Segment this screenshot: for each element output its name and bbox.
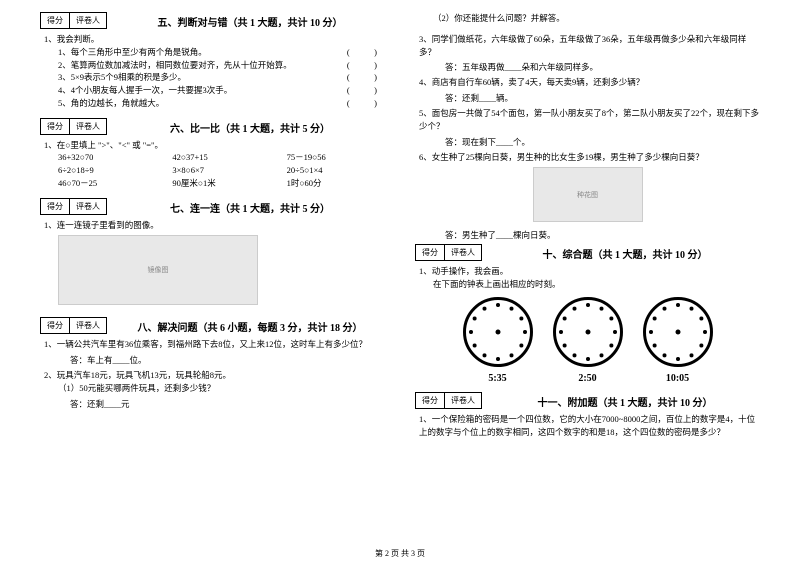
section-5-title: 五、判断对与错（共 1 大题，共计 10 分） [115, 14, 385, 29]
compare-cell: 1时○60分 [287, 177, 385, 190]
section-10: 得分 评卷人 十、综合题（共 1 大题，共计 10 分） 1、动手操作，我会画。… [415, 244, 760, 384]
clock-time-1: 5:35 [463, 373, 533, 384]
paren: ( ) [347, 59, 385, 72]
page-footer: 第 2 页 共 3 页 [0, 548, 800, 559]
section-11: 得分 评卷人 十一、附加题（共 1 大题，共计 10 分） 1、一个保险箱的密码… [415, 392, 760, 439]
score-label: 得分 [41, 119, 70, 134]
reviewer-label: 评卷人 [70, 13, 106, 28]
score-label: 得分 [416, 245, 445, 260]
section-6-title: 六、比一比（共 1 大题，共计 5 分） [115, 120, 385, 135]
mirror-image-placeholder: 镜像图 [58, 235, 258, 305]
compare-cell: 75－19○56 [287, 151, 385, 164]
compare-cell: 36+32○70 [58, 151, 156, 164]
sec5-item-text: 4、4个小朋友每人握手一次，一共要握3次手。 [58, 84, 232, 97]
sec5-item-3: 3、5×9表示5个9相乘的积是多少。 ( ) [58, 71, 385, 84]
reviewer-label: 评卷人 [70, 119, 106, 134]
section-8: 得分 评卷人 八、解决问题（共 6 小题，每题 3 分，共计 18 分） 1、一… [40, 317, 385, 412]
sec8-a4: 答：还剩____辆。 [445, 92, 760, 104]
compare-row-3: 46○70－25 90厘米○1米 1时○60分 [58, 177, 385, 190]
section-10-title: 十、综合题（共 1 大题，共计 10 分） [490, 246, 760, 261]
section-7-title: 七、连一连（共 1 大题，共计 5 分） [115, 200, 385, 215]
sec5-item-text: 5、角的边越长，角就越大。 [58, 97, 164, 110]
clock-2 [553, 297, 623, 367]
reviewer-label: 评卷人 [445, 393, 481, 408]
sec5-item-text: 2、笔算两位数加减法时，相同数位要对齐，先从十位开始算。 [58, 59, 292, 72]
compare-row-1: 36+32○70 42○37+15 75－19○56 [58, 151, 385, 164]
section-8-title: 八、解决问题（共 6 小题，每题 3 分，共计 18 分） [115, 319, 385, 334]
sec10-intro: 1、动手操作，我会画。 [419, 265, 760, 278]
paren: ( ) [347, 84, 385, 97]
paren: ( ) [347, 46, 385, 59]
score-label: 得分 [41, 199, 70, 214]
planting-image-placeholder: 种花图 [533, 167, 643, 222]
left-column: 得分 评卷人 五、判断对与错（共 1 大题，共计 10 分） 1、我会判断。 1… [40, 12, 385, 532]
compare-cell: 42○37+15 [172, 151, 270, 164]
right-column: （2）你还能提什么问题？并解答。 3、同学们做纸花，六年级做了60朵，五年级做了… [415, 12, 760, 532]
score-box: 得分 评卷人 [40, 118, 107, 135]
clock-1 [463, 297, 533, 367]
clocks-row [415, 297, 760, 367]
sec6-intro: 1、在○里填上 ">"、"<" 或 "="。 [44, 139, 385, 152]
score-box: 得分 评卷人 [40, 317, 107, 334]
reviewer-label: 评卷人 [70, 199, 106, 214]
section-7: 得分 评卷人 七、连一连（共 1 大题，共计 5 分） 1、连一连镜子里看到的图… [40, 198, 385, 310]
section-11-title: 十一、附加题（共 1 大题，共计 10 分） [490, 394, 760, 409]
sec8-q4: 4、商店有自行车60辆，卖了4天，每天卖9辆，还剩多少辆？ [419, 76, 760, 89]
sec5-item-2: 2、笔算两位数加减法时，相同数位要对齐，先从十位开始算。 ( ) [58, 59, 385, 72]
sec8-q3: 3、同学们做纸花，六年级做了60朵，五年级做了36朵，五年级再做多少朵和六年级同… [419, 33, 760, 59]
score-label: 得分 [416, 393, 445, 408]
sec10-sub: 在下面的钟表上画出相应的时刻。 [433, 278, 760, 291]
sec8-a6: 答：男生种了____棵向日葵。 [445, 229, 760, 241]
paren: ( ) [347, 71, 385, 84]
reviewer-label: 评卷人 [70, 318, 106, 333]
sec8-a2: 答：还剩____元 [70, 398, 385, 410]
reviewer-label: 评卷人 [445, 245, 481, 260]
sec5-item-text: 3、5×9表示5个9相乘的积是多少。 [58, 71, 186, 84]
sec5-item-text: 1、每个三角形中至少有两个角是锐角。 [58, 46, 207, 59]
compare-cell: 3×8○6×7 [172, 164, 270, 177]
score-label: 得分 [41, 13, 70, 28]
score-box: 得分 评卷人 [415, 392, 482, 409]
sec5-intro: 1、我会判断。 [44, 33, 385, 46]
sec5-item-1: 1、每个三角形中至少有两个角是锐角。 ( ) [58, 46, 385, 59]
compare-cell: 20÷5○1×4 [287, 164, 385, 177]
compare-row-2: 6÷2○18÷9 3×8○6×7 20÷5○1×4 [58, 164, 385, 177]
clock-time-2: 2:50 [553, 373, 623, 384]
sec5-item-4: 4、4个小朋友每人握手一次，一共要握3次手。 ( ) [58, 84, 385, 97]
clock-3 [643, 297, 713, 367]
sec5-item-5: 5、角的边越长，角就越大。 ( ) [58, 97, 385, 110]
score-box: 得分 评卷人 [40, 198, 107, 215]
section-5: 得分 评卷人 五、判断对与错（共 1 大题，共计 10 分） 1、我会判断。 1… [40, 12, 385, 110]
sec8-q2: 2、玩具汽车18元，玩具飞机13元，玩具轮船8元。 [44, 369, 385, 382]
score-label: 得分 [41, 318, 70, 333]
paren: ( ) [347, 97, 385, 110]
score-box: 得分 评卷人 [40, 12, 107, 29]
sec8-q1: 1、一辆公共汽车里有36位乘客，到福州路下去8位，又上来12位，这时车上有多少位… [44, 338, 385, 351]
sec8-q2a: （1）50元能买哪两件玩具，还剩多少钱？ [58, 382, 385, 395]
clock-time-3: 10:05 [643, 373, 713, 384]
page-columns: 得分 评卷人 五、判断对与错（共 1 大题，共计 10 分） 1、我会判断。 1… [40, 12, 760, 532]
compare-cell: 90厘米○1米 [172, 177, 270, 190]
sec8-a3: 答：五年级再做____朵和六年级同样多。 [445, 61, 760, 73]
sec8-q2b: （2）你还能提什么问题？并解答。 [433, 12, 760, 25]
score-box: 得分 评卷人 [415, 244, 482, 261]
compare-cell: 6÷2○18÷9 [58, 164, 156, 177]
compare-cell: 46○70－25 [58, 177, 156, 190]
sec8-q6: 6、女生种了25棵向日葵，男生种的比女生多19棵，男生种了多少棵向日葵？ [419, 151, 760, 164]
sec8-a1: 答：车上有____位。 [70, 354, 385, 366]
sec8-q5: 5、面包房一共做了54个面包，第一队小朋友买了8个，第二队小朋友买了22个，现在… [419, 107, 760, 133]
sec7-intro: 1、连一连镜子里看到的图像。 [44, 219, 385, 232]
sec8-a5: 答：现在剩下____个。 [445, 136, 760, 148]
sec11-q: 1、一个保险箱的密码是一个四位数，它的大小在7000~8000之间，百位上的数字… [419, 413, 760, 439]
clock-labels: 5:35 2:50 10:05 [415, 373, 760, 384]
section-6: 得分 评卷人 六、比一比（共 1 大题，共计 5 分） 1、在○里填上 ">"、… [40, 118, 385, 190]
